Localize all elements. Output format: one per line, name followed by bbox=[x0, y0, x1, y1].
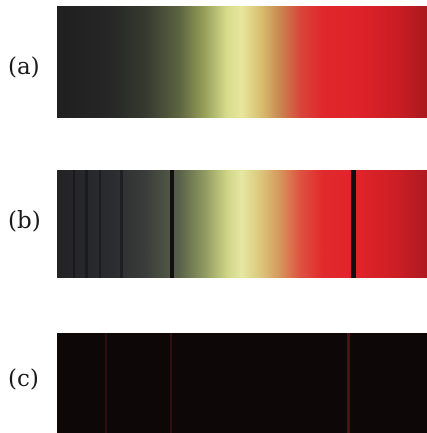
panel-label-c: (c) bbox=[8, 366, 39, 392]
continuous-spectrum-strip bbox=[57, 6, 427, 118]
emission-line-2 bbox=[170, 333, 172, 433]
emission-line-3 bbox=[347, 333, 350, 433]
absorption-line-faint-2 bbox=[85, 170, 88, 278]
absorption-spectrum-strip bbox=[57, 170, 427, 278]
panel-label-a: (a) bbox=[8, 54, 40, 80]
absorption-line-faint-1 bbox=[73, 170, 75, 278]
panel-label-b: (b) bbox=[8, 208, 41, 234]
absorption-line-1 bbox=[170, 170, 174, 278]
emission-line-1 bbox=[105, 333, 107, 433]
absorption-line-2 bbox=[351, 170, 356, 278]
emission-spectrum-strip bbox=[57, 333, 427, 433]
absorption-line-faint-4 bbox=[120, 170, 123, 278]
absorption-line-faint-3 bbox=[99, 170, 101, 278]
